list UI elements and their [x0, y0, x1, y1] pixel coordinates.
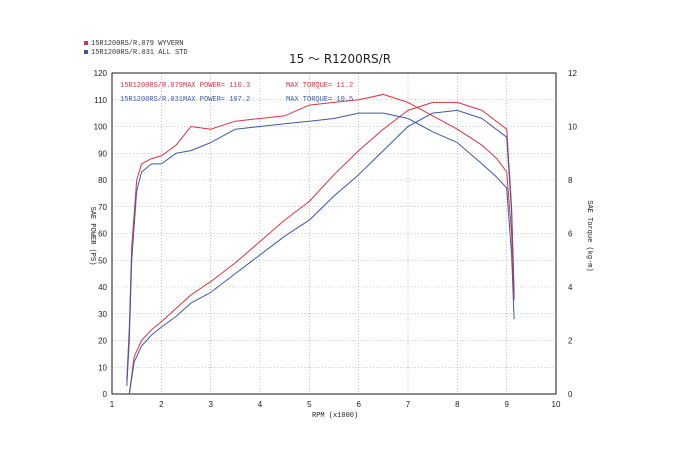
x-tick-label: 6 [356, 400, 361, 409]
y-left-tick-label: 10 [98, 363, 107, 372]
y-left-tick-label: 70 [98, 203, 107, 212]
x-axis-label: RPM (x1000) [312, 412, 359, 420]
y-left-tick-label: 30 [98, 310, 107, 319]
y-left-tick-label: 50 [98, 256, 107, 265]
anno-red-name: 15R1200RS/R.079 [120, 82, 184, 90]
plot-frame [111, 72, 557, 395]
y-left-tick-label: 100 [94, 123, 108, 132]
y-left-tick-label: 40 [98, 283, 107, 292]
x-tick-label: 5 [307, 400, 312, 409]
anno-red-power: MAX POWER= 110.3 [183, 82, 251, 90]
y-right-tick-label: 8 [568, 176, 573, 185]
y-left-tick-label: 80 [98, 176, 107, 185]
y-right-tick-label: 10 [568, 123, 577, 132]
anno-blue-power: MAX POWER= 107.2 [183, 96, 251, 104]
legend-item-allstd: 15R1200RS/R.031 ALL STD [84, 49, 188, 57]
y-axis-left-label: SAE POWER (PS) [88, 206, 96, 266]
y-axis-right-label: SAE Torque (kg-m) [585, 200, 593, 272]
x-tick-label: 7 [406, 400, 411, 409]
series-line-allstd-torque [126, 112, 515, 387]
y-right-tick-label: 12 [568, 69, 577, 78]
legend-label-allstd: 15R1200RS/R.031 ALL STD [91, 49, 188, 57]
x-tick-label: 10 [552, 400, 561, 409]
y-left-tick-label: 60 [98, 230, 107, 239]
legend-label-wyvern: 15R1200RS/R.079 WYVERN [91, 40, 184, 48]
x-tick-label: 2 [159, 400, 164, 409]
y-right-tick-label: 4 [568, 283, 573, 292]
x-tick-label: 3 [208, 400, 213, 409]
y-right-tick-label: 2 [568, 337, 573, 346]
y-right-tick-label: 0 [568, 390, 573, 399]
x-tick-label: 8 [455, 400, 460, 409]
series-line-wyvern-power [128, 101, 515, 395]
y-left-tick-label: 120 [94, 69, 108, 78]
legend-swatch-red [84, 41, 88, 46]
chart-title: 15 ～ R1200RS/R [288, 52, 392, 66]
series-line-wyvern-torque [126, 93, 515, 381]
anno-blue-name: 15R1200RS/R.031 [120, 96, 184, 104]
x-tick-label: 9 [504, 400, 509, 409]
anno-red-torque: MAX TORQUE= 11.2 [286, 82, 354, 90]
x-tick-label: 1 [110, 400, 115, 409]
y-left-tick-label: 90 [98, 149, 107, 158]
legend-swatch-blue [84, 50, 88, 55]
y-right-tick-label: 6 [568, 230, 573, 239]
y-left-tick-label: 0 [103, 390, 108, 399]
y-left-tick-label: 20 [98, 337, 107, 346]
x-tick-label: 4 [258, 400, 263, 409]
anno-blue-torque: MAX TORQUE= 10.5 [286, 96, 354, 104]
y-left-tick-label: 110 [94, 96, 107, 105]
legend-item-wyvern: 15R1200RS/R.079 WYVERN [84, 40, 183, 48]
series-line-allstd-power [128, 109, 515, 395]
